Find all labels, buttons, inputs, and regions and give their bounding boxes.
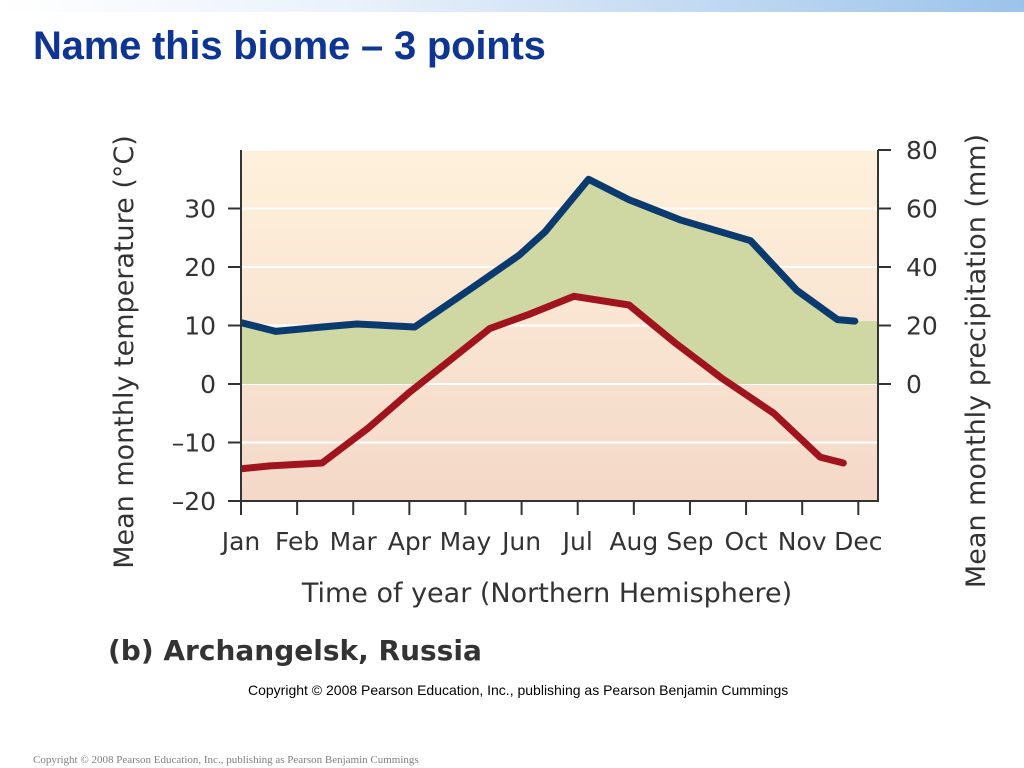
- x-tick-label: Sep: [666, 527, 713, 556]
- x-tick-label: Jan: [220, 527, 261, 556]
- left-tick-label: 0: [200, 370, 216, 399]
- footer-copyright: Copyright © 2008 Pearson Education, Inc.…: [33, 754, 419, 766]
- x-tick-label: Dec: [834, 527, 882, 556]
- figure-caption: (b) Archangelsk, Russia: [108, 634, 482, 667]
- left-tick-label: 10: [184, 312, 216, 341]
- right-tick-label: 0: [906, 370, 922, 399]
- left-axis-ticks: 30 20 10 0 –10 –20: [172, 195, 241, 516]
- left-tick-label: 30: [184, 195, 216, 224]
- temperature-line: [241, 292, 847, 473]
- x-axis-label: Time of year (Northern Hemisphere): [301, 578, 792, 609]
- right-tick-label: 80: [906, 136, 938, 165]
- figure-copyright: Copyright © 2008 Pearson Education, Inc.…: [248, 682, 789, 698]
- precipitation-line: [241, 175, 859, 335]
- left-axis-label: Mean monthly temperature (°C): [109, 135, 140, 569]
- x-tick-label: Feb: [275, 527, 319, 556]
- x-tick-label: Aug: [609, 527, 658, 556]
- right-tick-label: 60: [906, 195, 938, 224]
- x-tick-label: Apr: [388, 527, 432, 556]
- left-tick-label: –10: [172, 429, 216, 458]
- right-tick-label: 20: [906, 312, 938, 341]
- x-tick-label: Nov: [778, 527, 827, 556]
- top-gradient-bar: [0, 0, 1024, 12]
- right-axis-label: Mean monthly precipitation (mm): [961, 134, 992, 588]
- x-tick-label: Jul: [561, 527, 593, 556]
- x-tick-label: Mar: [330, 527, 378, 556]
- x-axis-ticks: Jan Feb Mar Apr May Jun Jul Aug Sep Oct Nov Dec: [220, 501, 883, 556]
- x-tick-label: May: [440, 527, 492, 556]
- right-axis-ticks: 80 60 40 20 0: [878, 136, 938, 399]
- left-tick-label: 20: [184, 253, 216, 282]
- x-tick-label: Oct: [724, 527, 767, 556]
- right-tick-label: 40: [906, 253, 938, 282]
- left-tick-label: –20: [172, 487, 216, 516]
- x-tick-label: Jun: [500, 527, 541, 556]
- slide-title: Name this biome – 3 points: [33, 24, 546, 68]
